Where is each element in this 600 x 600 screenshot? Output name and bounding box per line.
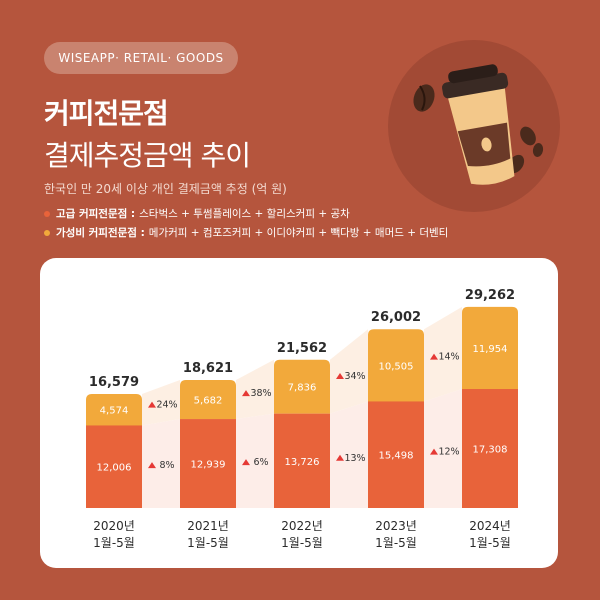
growth-value-label: 34% (344, 371, 365, 382)
total-label: 16,579 (89, 375, 139, 390)
x-tick-year: 2020년 (93, 519, 135, 533)
bar-premium-segment (462, 389, 518, 508)
legend-value-desc: 메가커피 + 컴포즈커피 + 이디야커피 + 빽다방 + 매머드 + 더벤티 (148, 227, 449, 239)
bar-value-segment (180, 379, 236, 420)
growth-value-label: 14% (438, 352, 459, 363)
value-segment-label: 5,682 (194, 396, 223, 407)
up-arrow-icon (242, 459, 250, 466)
coffee-bean-icon (413, 84, 435, 112)
chart-card: 16,579 4,574 12,006 2020년 1월-5월 18,621 5,682 12… (40, 258, 558, 568)
up-arrow-icon (430, 448, 438, 455)
value-segment-label: 10,505 (379, 361, 414, 372)
x-tick-period: 1월-5월 (187, 536, 229, 550)
band-premium (424, 389, 462, 508)
premium-segment-label: 12,939 (191, 460, 226, 471)
source-badge: WISEAPP· RETAIL· GOODS (44, 42, 238, 74)
up-arrow-icon (242, 390, 250, 397)
legend-premium-desc: 스타벅스 + 투썸플레이스 + 할리스커피 + 공차 (139, 208, 350, 220)
value-segment-label: 7,836 (288, 383, 317, 394)
total-label: 18,621 (183, 361, 233, 376)
up-arrow-icon (336, 373, 344, 380)
up-arrow-icon (148, 462, 156, 469)
page-subtitle: 결제추정금액 추이 (44, 139, 251, 172)
x-tick-year: 2021년 (187, 519, 229, 533)
bar-value-segment (86, 394, 142, 426)
up-arrow-icon (430, 353, 438, 360)
premium-segment-label: 13,726 (285, 457, 320, 468)
x-tick-year: 2024년 (469, 519, 511, 533)
growth-premium-label: 8% (159, 460, 174, 471)
stacked-bar-chart: 16,579 4,574 12,006 2020년 1월-5월 18,621 5,682 12… (86, 288, 518, 550)
legend-value-dot (44, 229, 50, 236)
x-tick-period: 1월-5월 (281, 536, 323, 550)
x-tick-year: 2023년 (375, 519, 417, 533)
premium-segment-label: 12,006 (97, 463, 132, 474)
x-tick-period: 1월-5월 (375, 536, 417, 550)
bar-value-segment (462, 306, 518, 390)
band-value (236, 359, 274, 420)
value-segment-label: 11,954 (473, 344, 508, 355)
total-label: 21,562 (277, 341, 327, 356)
legend-premium-name: 고급 커피전문점 : (56, 208, 136, 220)
legend-value: 가성비 커피전문점 : 메가커피 + 컴포즈커피 + 이디야커피 + 빽다방 +… (44, 225, 448, 240)
band-premium (236, 413, 274, 508)
band-premium (142, 419, 180, 508)
up-arrow-icon (336, 454, 344, 461)
legend-premium-dot (44, 210, 50, 217)
bar-premium-segment (86, 425, 142, 508)
growth-premium-label: 6% (253, 457, 268, 468)
x-tick-period: 1월-5월 (93, 536, 135, 550)
premium-segment-label: 15,498 (379, 451, 414, 462)
bar-value-segment (368, 329, 424, 402)
legend-premium: 고급 커피전문점 : 스타벅스 + 투썸플레이스 + 할리스커피 + 공차 (44, 206, 350, 221)
x-tick-period: 1월-5월 (469, 536, 511, 550)
unit-description: 한국인 만 20세 이상 개인 결제금액 추정 (억 원) (44, 182, 287, 196)
coffee-bean-icon (507, 126, 544, 174)
band-value (330, 329, 368, 414)
band-premium (330, 401, 368, 508)
legend-value-name: 가성비 커피전문점 : (56, 227, 145, 239)
bar-value-segment (274, 359, 330, 414)
total-label: 26,002 (371, 310, 421, 325)
bar-premium-segment (180, 419, 236, 508)
growth-premium-label: 12% (438, 447, 459, 458)
value-segment-label: 4,574 (100, 406, 129, 417)
bar-premium-segment (368, 401, 424, 508)
band-value (142, 379, 180, 426)
band-value (424, 306, 462, 402)
growth-value-label: 38% (250, 388, 271, 399)
bar-premium-segment (274, 413, 330, 508)
growth-premium-label: 13% (344, 453, 365, 464)
coffee-cup-icon (413, 64, 544, 185)
total-label: 29,262 (465, 288, 515, 303)
page-title: 커피전문점 (44, 97, 169, 130)
up-arrow-icon (148, 401, 156, 408)
growth-value-label: 24% (156, 400, 177, 411)
premium-segment-label: 17,308 (473, 445, 508, 456)
x-tick-year: 2022년 (281, 519, 323, 533)
